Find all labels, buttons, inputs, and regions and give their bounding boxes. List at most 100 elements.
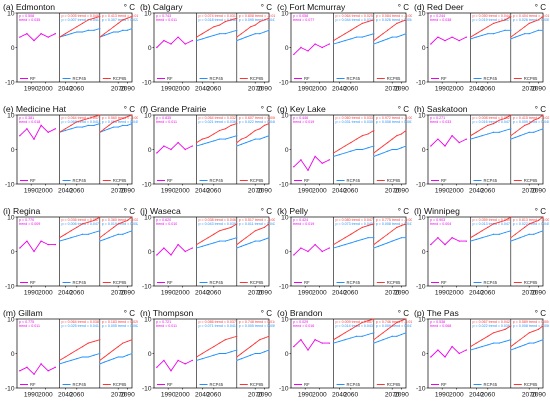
data-point-rcp85 bbox=[373, 129, 375, 132]
data-point-rcp45 bbox=[542, 128, 544, 130]
data-point-rf bbox=[163, 359, 165, 362]
data-point-rcp45 bbox=[195, 359, 198, 361]
data-point-rcp85 bbox=[245, 349, 247, 351]
series-rcp45 bbox=[510, 128, 544, 140]
legend-label-rcp85: RCP85 bbox=[387, 382, 401, 387]
data-point-rcp85 bbox=[103, 356, 105, 358]
plot-frame bbox=[427, 216, 544, 287]
data-point-rcp45 bbox=[108, 359, 110, 361]
x-tick-label: 2060 bbox=[480, 188, 495, 195]
y-tick-label: 10 bbox=[418, 316, 426, 323]
x-tick-label: 2090 bbox=[531, 86, 546, 93]
chart-title: (k) Pelly bbox=[277, 206, 309, 216]
data-point-rcp45 bbox=[373, 247, 375, 249]
data-point-rcp45 bbox=[492, 33, 495, 35]
data-point-rcp45 bbox=[236, 135, 238, 137]
legend-label-rcp45: RCP45 bbox=[210, 280, 224, 285]
x-tick-label: 2060 bbox=[343, 392, 358, 399]
series-rcp45 bbox=[99, 28, 133, 38]
data-point-rf bbox=[444, 145, 446, 147]
data-point-rcp45 bbox=[122, 29, 124, 31]
data-point-rcp85 bbox=[268, 223, 270, 225]
data-point-rcp85 bbox=[373, 40, 375, 42]
data-point-rcp85 bbox=[481, 29, 483, 31]
data-point-rf bbox=[300, 159, 302, 161]
stat-rcp45: p = 0.060 trend = 0.033 bbox=[336, 116, 373, 120]
data-point-rf bbox=[33, 39, 35, 42]
stat-rcp45: p = 0.059 trend = 0.049 bbox=[473, 218, 510, 222]
data-point-rf bbox=[293, 166, 295, 168]
data-point-rcp85 bbox=[542, 15, 544, 18]
data-point-rcp45 bbox=[113, 235, 115, 237]
plot-frame bbox=[153, 12, 270, 83]
data-point-rcp85 bbox=[481, 339, 483, 341]
data-point-rf bbox=[177, 36, 179, 38]
legend-label-rf: RF bbox=[304, 178, 310, 183]
chart-title: (a) Edmonton bbox=[3, 2, 55, 12]
stat-rcp45: p = 0.008 trend = 0.052 bbox=[473, 116, 510, 120]
stat-rcp45: p = 0.007 trend = 0.041 bbox=[62, 18, 99, 22]
plot-frame bbox=[290, 12, 407, 83]
data-point-rcp85 bbox=[382, 237, 384, 239]
data-point-rcp45 bbox=[93, 29, 95, 31]
data-point-rf bbox=[170, 254, 172, 256]
unit-label: ° C bbox=[398, 207, 409, 216]
chart-panel: (j) Waseca ° C -10 0 10 1990 2000 2040 2060 2070 2… bbox=[138, 206, 277, 313]
data-point-rcp85 bbox=[236, 142, 238, 144]
data-point-rf bbox=[458, 141, 460, 144]
series-rcp85 bbox=[59, 339, 100, 361]
data-point-rcp45 bbox=[64, 361, 66, 363]
chart-panel: (l) Winnipeg ° C -10 0 10 1990 2000 2040 2060 207… bbox=[412, 206, 550, 313]
data-point-rcp45 bbox=[533, 131, 535, 133]
data-point-rcp45 bbox=[58, 363, 61, 365]
data-point-rcp85 bbox=[487, 335, 489, 337]
data-point-rcp45 bbox=[195, 145, 198, 147]
data-point-rcp85 bbox=[76, 226, 78, 228]
data-point-rcp45 bbox=[195, 247, 198, 249]
data-point-rcp85 bbox=[498, 221, 500, 223]
data-point-rcp45 bbox=[405, 145, 407, 147]
data-point-rcp45 bbox=[391, 240, 393, 242]
stat-rcp45: p = 0.043 trend = 0.039 bbox=[199, 222, 236, 226]
data-point-rcp85 bbox=[99, 237, 101, 239]
stat-rcp85: p = 0.746 trend = -0.013 bbox=[376, 320, 412, 324]
y-tick-label: 0 bbox=[148, 147, 152, 154]
series-rcp45 bbox=[236, 29, 270, 42]
stat-rf: trend = 0.019 bbox=[293, 120, 314, 124]
y-tick-label: 10 bbox=[144, 316, 152, 323]
x-tick-label: 2060 bbox=[69, 392, 84, 399]
y-tick-label: 0 bbox=[11, 147, 15, 154]
data-point-rcp85 bbox=[377, 240, 379, 242]
data-point-rcp85 bbox=[201, 240, 203, 242]
data-point-rcp45 bbox=[87, 29, 89, 31]
data-point-rcp45 bbox=[207, 36, 209, 38]
data-point-rf bbox=[300, 46, 302, 49]
data-point-rcp85 bbox=[382, 145, 384, 147]
stat-rcp45: p = 0.068 trend = 0.041 bbox=[62, 120, 99, 124]
data-point-rcp45 bbox=[263, 351, 265, 353]
data-point-rcp45 bbox=[240, 143, 242, 145]
data-point-rcp85 bbox=[113, 226, 115, 228]
data-point-rcp85 bbox=[492, 332, 495, 334]
y-tick-label: 10 bbox=[281, 214, 289, 221]
data-point-rf bbox=[451, 237, 453, 239]
x-tick-label: 2000 bbox=[312, 290, 327, 297]
series-rcp45 bbox=[470, 230, 511, 242]
data-point-rcp45 bbox=[524, 33, 526, 35]
legend-label-rf: RF bbox=[167, 76, 173, 81]
data-point-rf bbox=[437, 138, 439, 140]
x-tick-label: 2060 bbox=[343, 86, 358, 93]
x-tick-label: 2040 bbox=[195, 392, 210, 399]
data-point-rcp45 bbox=[361, 148, 363, 151]
data-point-rcp85 bbox=[367, 320, 369, 322]
data-point-rcp45 bbox=[514, 136, 516, 139]
series-rcp85 bbox=[236, 123, 270, 143]
data-point-rcp85 bbox=[99, 114, 101, 116]
data-point-rcp45 bbox=[236, 145, 238, 147]
data-point-rcp85 bbox=[113, 121, 115, 123]
series-rcp85 bbox=[470, 16, 512, 38]
data-point-rcp45 bbox=[528, 342, 530, 344]
stat-rcp85: p = 0.009 trend = 0.047 bbox=[376, 324, 412, 328]
data-point-rcp85 bbox=[58, 131, 61, 133]
